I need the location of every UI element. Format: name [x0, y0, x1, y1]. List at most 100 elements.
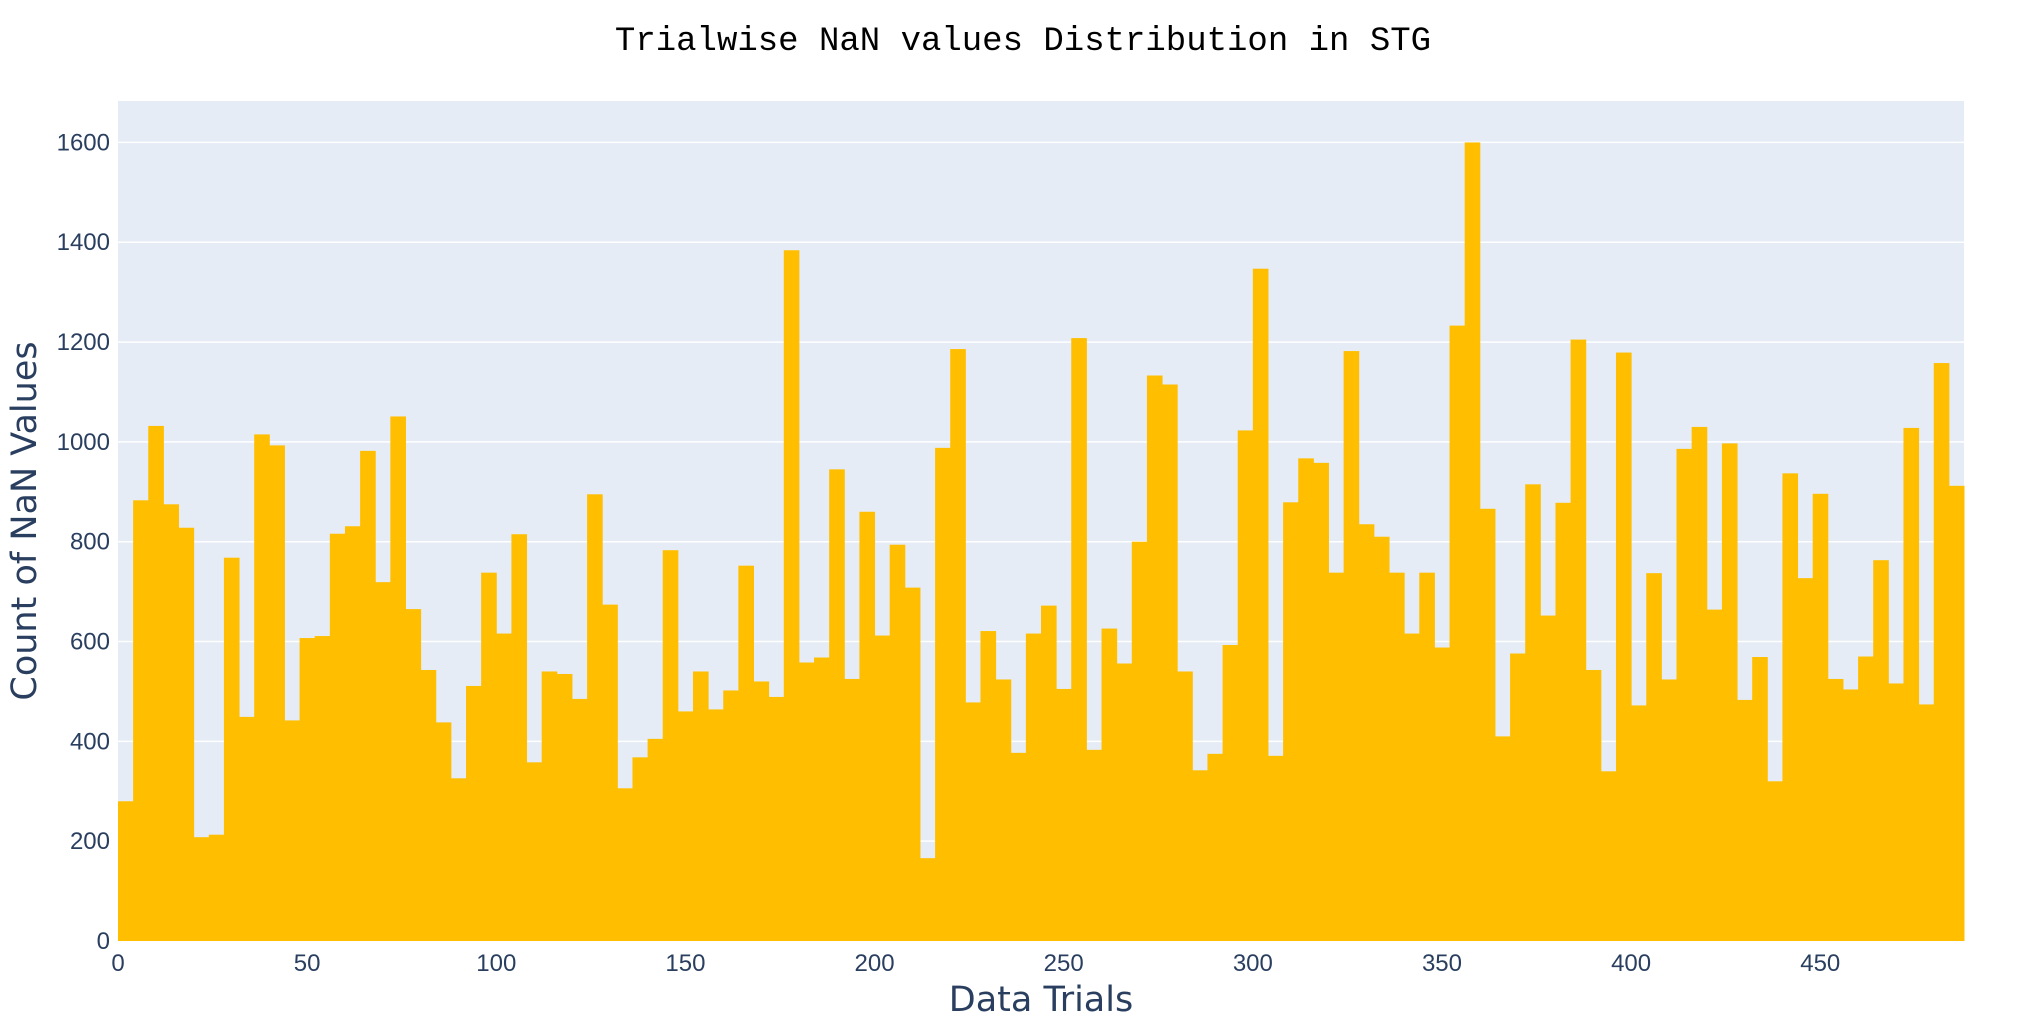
histogram-bar: [1494, 736, 1511, 941]
histogram-bar: [1948, 485, 1965, 941]
histogram-bar: [602, 604, 618, 941]
histogram-bar: [223, 557, 240, 941]
histogram-bar: [1389, 572, 1405, 941]
histogram-bar: [1842, 689, 1859, 941]
x-tick-label: 300: [1233, 950, 1273, 977]
histogram-bar: [193, 837, 210, 941]
y-tick-label: 200: [70, 828, 110, 855]
y-axis-label: Count of NaN Values: [5, 341, 45, 700]
histogram-bar: [1313, 462, 1329, 941]
histogram-bar: [118, 801, 134, 941]
histogram-bar: [1116, 663, 1133, 941]
histogram-bar: [314, 636, 331, 941]
histogram-bar: [692, 671, 709, 941]
histogram-bar: [995, 679, 1012, 941]
histogram-bar: [1676, 448, 1693, 941]
y-tick-label: 400: [70, 728, 110, 755]
y-tick-label: 600: [70, 629, 110, 656]
histogram-bar: [1540, 615, 1556, 941]
histogram-bar: [1918, 704, 1935, 941]
histogram-bar: [1207, 753, 1224, 941]
histogram-bar: [1449, 325, 1466, 941]
histogram-bar: [1404, 633, 1420, 941]
histogram-bar: [1752, 657, 1768, 941]
y-tick-label: 1600: [57, 129, 110, 156]
histogram-bar: [1888, 683, 1904, 941]
x-tick-label: 450: [1800, 950, 1840, 977]
histogram-bar: [1812, 493, 1829, 941]
y-tick-labels: 0 200 400 600 800 1000 1200 1400 1600: [57, 129, 110, 955]
histogram-bar: [1086, 749, 1103, 941]
histogram-bar: [481, 572, 497, 941]
histogram-bar: [1101, 628, 1118, 941]
histogram-bar: [239, 716, 255, 941]
histogram-bar: [1025, 633, 1042, 941]
histogram-bar: [1131, 541, 1148, 941]
histogram-bar: [1631, 705, 1647, 941]
histogram-bar: [980, 631, 997, 941]
histogram-bar: [1585, 669, 1602, 941]
histogram-bar: [1933, 363, 1950, 941]
x-tick-labels: 0 50 100 150 200 250 300 350 400 450: [111, 950, 1840, 977]
histogram-bar: [390, 416, 406, 941]
histogram-bar: [496, 633, 512, 941]
histogram-bar: [420, 669, 437, 941]
histogram-bar: [950, 349, 966, 942]
histogram-bar: [133, 500, 149, 941]
histogram-bar: [844, 678, 860, 941]
histogram-bar: [1358, 524, 1375, 941]
histogram-bar: [1691, 426, 1708, 942]
histogram-bar: [405, 609, 422, 941]
histogram-bar: [904, 587, 921, 941]
histogram-bar: [1873, 560, 1889, 941]
histogram-bar: [450, 778, 467, 941]
histogram-bar: [587, 494, 603, 941]
y-tick-label: 1200: [57, 329, 110, 356]
x-tick-label: 200: [855, 950, 895, 977]
histogram-bar: [284, 720, 301, 941]
histogram-bar: [1237, 430, 1254, 941]
histogram-bar: [1056, 688, 1072, 941]
histogram-bar: [662, 550, 679, 941]
histogram-bar: [1071, 338, 1087, 941]
y-tick-label: 800: [70, 529, 110, 556]
histogram-bar: [178, 527, 195, 941]
histogram-bar: [1419, 572, 1435, 941]
histogram-bar: [632, 757, 649, 941]
histogram-bar: [299, 638, 316, 941]
histogram-bar: [466, 685, 482, 941]
histogram-bar: [1252, 268, 1269, 941]
histogram-bar: [1192, 770, 1208, 941]
x-tick-label: 250: [1044, 950, 1084, 977]
histogram-bar: [1782, 473, 1799, 941]
histogram-bar: [1162, 384, 1178, 941]
histogram-bar: [1706, 609, 1723, 941]
histogram-bar: [1328, 572, 1345, 941]
histogram-bar: [859, 511, 876, 941]
histogram-bar: [526, 762, 543, 941]
histogram-bar: [965, 702, 981, 941]
histogram-bar: [541, 671, 558, 941]
x-tick-label: 0: [111, 950, 124, 977]
histogram-bar: [1510, 653, 1526, 941]
histogram-bar: [798, 662, 815, 941]
histogram-bar: [375, 582, 391, 941]
x-axis-label: Data Trials: [949, 980, 1133, 1014]
histogram-bar: [647, 738, 664, 941]
histogram-bar: [1737, 699, 1753, 941]
histogram-bar: [1177, 671, 1193, 941]
bars: [118, 142, 1965, 942]
histogram-bar: [889, 544, 906, 941]
histogram-bar: [1283, 502, 1299, 941]
histogram-bar: [1434, 647, 1451, 941]
histogram-bar: [1373, 536, 1390, 941]
histogram-bar: [708, 709, 724, 941]
histogram-bar: [1479, 508, 1496, 941]
histogram-bar: [919, 858, 936, 941]
histogram-bar: [208, 834, 225, 941]
histogram-bar: [1298, 458, 1314, 941]
histogram-bar: [1615, 352, 1632, 942]
histogram-bar: [1267, 755, 1284, 941]
histogram-bar: [435, 722, 452, 941]
histogram-bar: [556, 673, 573, 941]
